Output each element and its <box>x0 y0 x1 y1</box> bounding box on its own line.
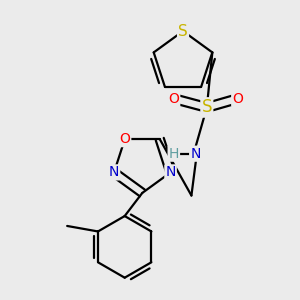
Text: N: N <box>165 165 176 179</box>
Text: N: N <box>109 165 119 179</box>
Text: S: S <box>202 98 212 116</box>
Text: O: O <box>232 92 243 106</box>
Text: N: N <box>190 147 201 161</box>
Text: S: S <box>178 24 188 39</box>
Text: H: H <box>169 147 179 161</box>
Text: O: O <box>119 132 130 146</box>
Text: O: O <box>168 92 179 106</box>
